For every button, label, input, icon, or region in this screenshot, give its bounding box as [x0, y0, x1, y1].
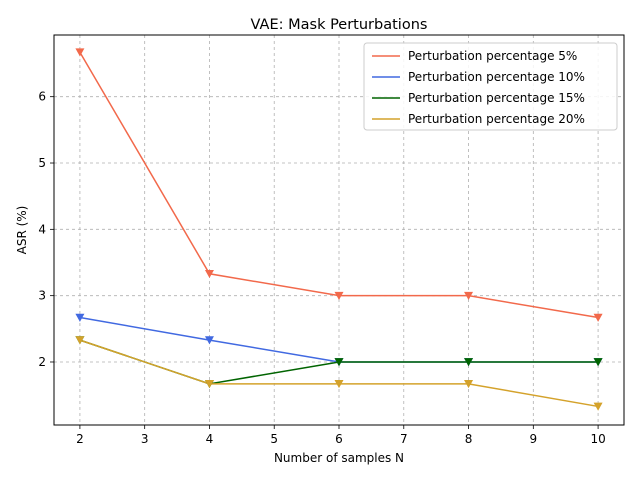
- legend-label: Perturbation percentage 5%: [408, 49, 577, 63]
- x-tick-label: 8: [465, 432, 473, 446]
- legend-box: [363, 42, 618, 131]
- x-tick-label: 3: [141, 432, 149, 446]
- data-point-4-2: [204, 380, 214, 389]
- legend: Perturbation percentage 5% Perturbation p…: [363, 42, 618, 131]
- data-point-2-1: [75, 313, 85, 322]
- legend-label: Perturbation percentage 15%: [408, 91, 585, 105]
- x-tick-label: 9: [529, 432, 537, 446]
- x-tick-label: 7: [400, 432, 408, 446]
- data-point-1-3: [334, 291, 344, 300]
- y-axis-ticks: 2 3 4 5 6: [38, 90, 54, 369]
- data-point-4-5: [593, 402, 603, 411]
- x-tick-label: 10: [590, 432, 605, 446]
- legend-label: Perturbation percentage 20%: [408, 112, 585, 126]
- y-tick-label: 3: [38, 289, 46, 303]
- data-point-3-4: [464, 358, 474, 367]
- data-point-3-5: [593, 358, 603, 367]
- chart-title: VAE: Mask Perturbations: [251, 17, 428, 33]
- y-tick-label: 6: [38, 90, 46, 104]
- x-tick-label: 4: [206, 432, 214, 446]
- data-point-1-1: [75, 48, 85, 57]
- data-point-1-2: [204, 269, 214, 279]
- legend-label: Perturbation percentage 10%: [408, 70, 585, 84]
- data-point-3-3: [334, 358, 344, 367]
- data-point-1-5: [593, 313, 603, 322]
- x-tick-label: 2: [76, 432, 84, 446]
- data-point-2-2: [204, 336, 214, 345]
- data-point-4-4: [464, 380, 474, 389]
- y-tick-label: 5: [38, 156, 46, 170]
- x-axis-label: Number of samples N: [274, 451, 404, 465]
- y-tick-label: 2: [38, 355, 46, 369]
- x-axis-ticks: 2 3 4 5 6 7 8 9 10: [76, 425, 606, 446]
- y-axis-label: ASR (%): [15, 206, 29, 255]
- y-tick-label: 4: [38, 222, 46, 236]
- x-tick-label: 6: [335, 432, 343, 446]
- data-point-4-3: [334, 380, 344, 389]
- x-tick-label: 5: [270, 432, 278, 446]
- data-point-1-4: [464, 291, 474, 300]
- data-point-4-1: [75, 336, 85, 345]
- data-markers: [75, 48, 603, 411]
